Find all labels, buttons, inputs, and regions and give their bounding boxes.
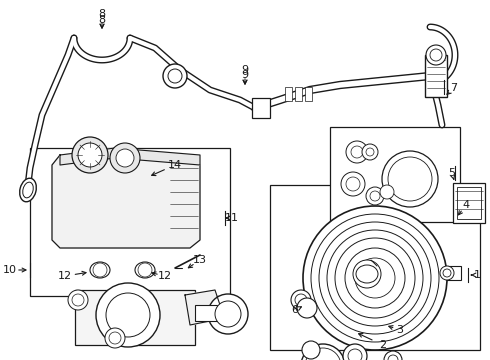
Bar [330,127,460,222]
Circle shape [384,351,402,360]
Circle shape [319,222,431,334]
Circle shape [370,191,380,201]
Circle shape [345,248,405,308]
Bar [425,55,447,97]
Circle shape [327,230,423,326]
Circle shape [301,344,345,360]
Text: 7: 7 [450,83,458,93]
Bar [453,183,485,223]
Circle shape [335,238,415,318]
Circle shape [426,45,446,65]
Text: 11: 11 [225,213,239,223]
Text: 12: 12 [158,271,172,281]
Text: 12: 12 [58,271,72,281]
Circle shape [305,348,341,360]
Circle shape [351,146,363,158]
Circle shape [116,149,134,167]
Bar [30,148,230,296]
Bar [443,266,461,280]
Circle shape [96,283,160,347]
Circle shape [68,290,88,310]
Text: 9: 9 [242,65,248,75]
Circle shape [72,294,84,306]
Bar [457,187,481,219]
Text: 13: 13 [193,255,207,265]
Text: 14: 14 [168,160,182,170]
Text: 5: 5 [448,168,456,178]
Bar [295,87,302,101]
Circle shape [106,293,150,337]
Circle shape [311,214,439,342]
Circle shape [110,143,140,173]
Circle shape [291,290,311,310]
Circle shape [346,141,368,163]
Circle shape [163,64,187,88]
Bar [270,185,480,350]
Circle shape [302,341,320,359]
Circle shape [388,157,432,201]
Ellipse shape [94,266,106,274]
Circle shape [382,151,438,207]
Circle shape [109,332,121,344]
Text: 6: 6 [292,305,298,315]
Text: 4: 4 [463,200,469,210]
Ellipse shape [20,178,36,202]
Circle shape [105,328,125,348]
Text: 1: 1 [473,270,481,280]
Circle shape [295,294,307,306]
Circle shape [362,144,378,160]
Circle shape [72,137,108,173]
Bar [305,87,312,101]
Circle shape [208,294,248,334]
Ellipse shape [139,266,151,274]
Polygon shape [52,155,200,248]
Circle shape [346,177,360,191]
Text: 2: 2 [379,340,387,350]
Circle shape [343,344,367,360]
Bar [285,87,292,101]
Circle shape [303,206,447,350]
Circle shape [443,269,451,277]
Text: 3: 3 [396,325,403,335]
Circle shape [78,143,102,167]
Bar [195,305,217,321]
Text: 8: 8 [98,15,105,25]
Circle shape [215,301,241,327]
Circle shape [366,148,374,156]
Circle shape [348,349,362,360]
Bar [252,98,270,118]
Ellipse shape [135,262,155,278]
Circle shape [93,263,107,277]
Circle shape [366,187,384,205]
Text: 10: 10 [3,265,17,275]
Text: 9: 9 [242,70,248,80]
Circle shape [168,69,182,83]
Ellipse shape [296,304,306,312]
Circle shape [341,172,365,196]
Circle shape [353,260,381,288]
Bar [75,290,195,345]
Circle shape [388,355,398,360]
Text: 8: 8 [98,9,105,19]
Circle shape [138,263,152,277]
Ellipse shape [23,182,33,198]
Polygon shape [60,148,200,165]
Circle shape [359,266,375,282]
Ellipse shape [356,265,378,283]
Polygon shape [185,290,220,325]
Circle shape [297,298,317,318]
Ellipse shape [90,262,110,278]
Circle shape [430,49,442,61]
Circle shape [440,266,454,280]
Circle shape [355,258,395,298]
Circle shape [380,185,394,199]
